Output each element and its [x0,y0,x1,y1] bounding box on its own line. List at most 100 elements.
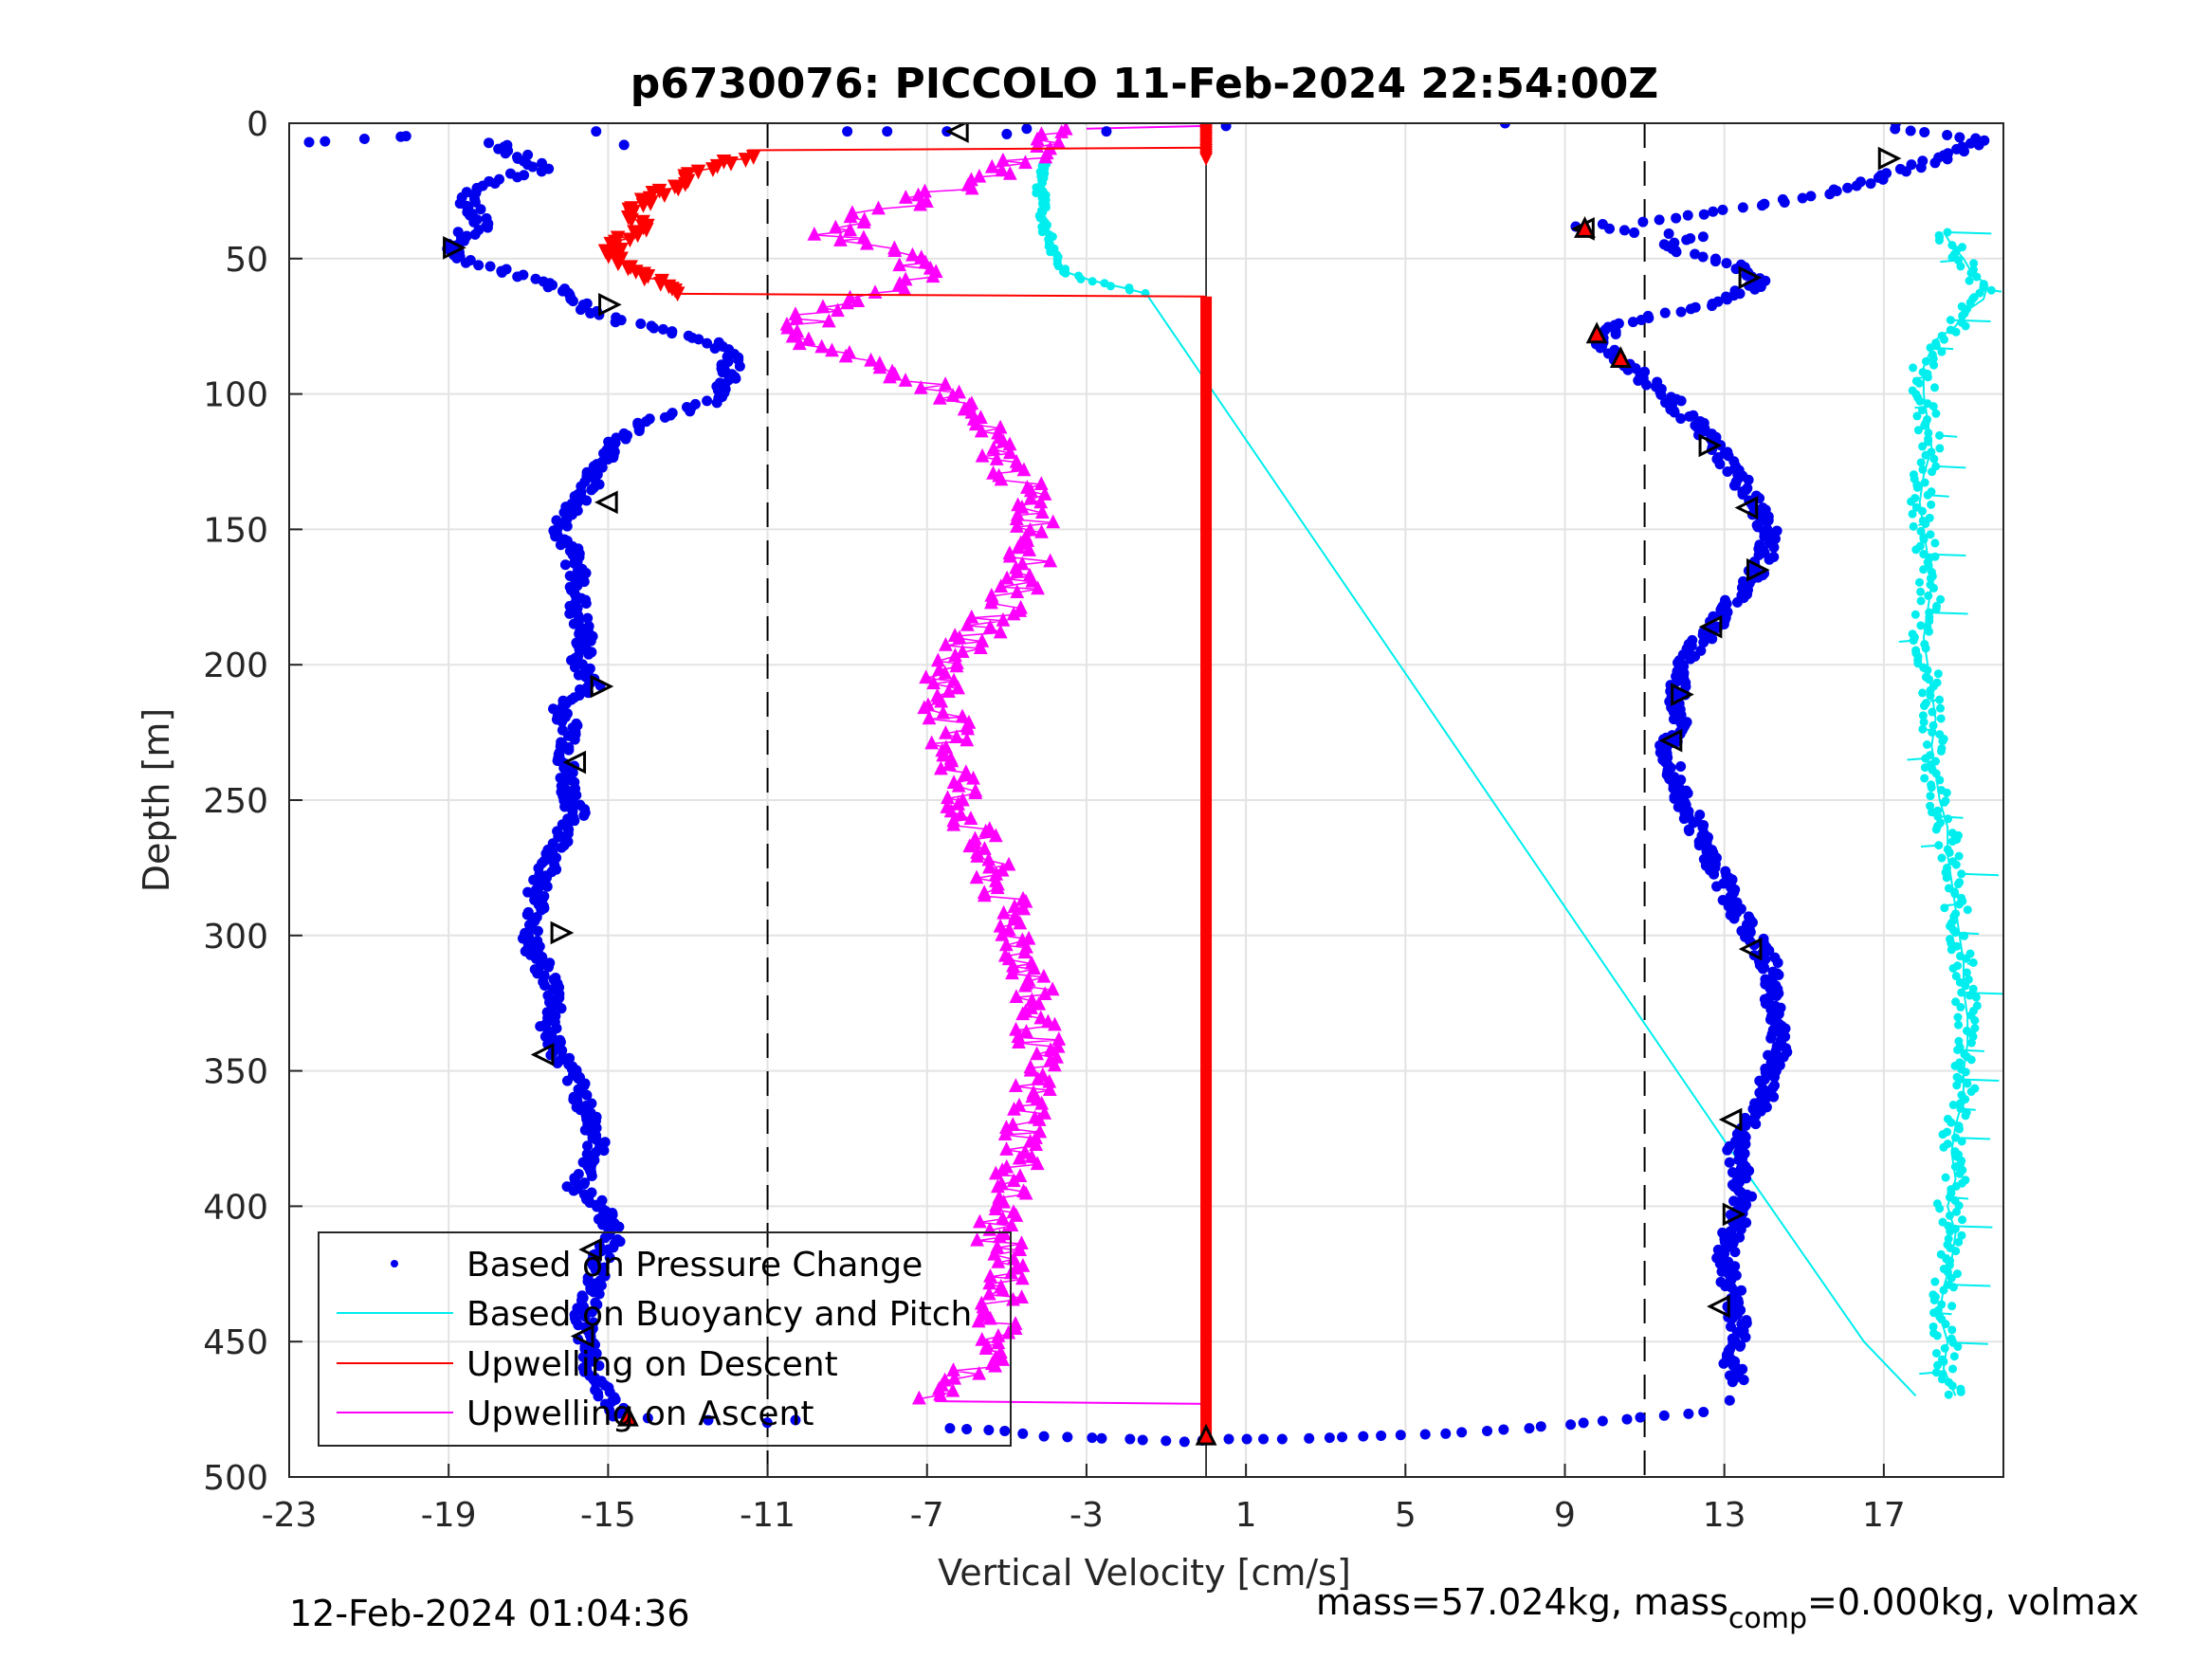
pressure-descent-point [475,204,486,215]
buoyancy-ascent-point [1911,545,1921,555]
pressure-descent-point [539,980,550,992]
pressure-bottom-point [1304,1432,1315,1444]
upwelling-ascent-marker [951,680,965,695]
buoyancy-ascent-point [1931,604,1941,613]
upwelling-ascent-marker [1034,504,1050,520]
upwelling-ascent-marker [815,299,831,314]
pressure-ascent-point [1779,196,1790,208]
pressure-ascent-point [1627,317,1638,328]
upwelling-ascent-marker [949,729,964,743]
buoyancy-ascent-point [1968,984,1978,994]
buoyancy-descent-point [1032,189,1041,198]
buoyancy-ascent-tick [1929,699,1940,702]
y-tick-label: 300 [203,918,268,957]
buoyancy-ascent-point [1953,1342,1963,1352]
upwelling-ascent-marker [984,158,999,173]
buoyancy-ascent-tick [1947,1225,1993,1229]
upwelling-ascent-marker [918,254,933,269]
buoyancy-ascent-point [1919,565,1929,574]
pressure-outlier-point [1001,128,1013,139]
pressure-ascent-point [1637,216,1649,228]
pressure-descent-point [556,842,567,853]
upwelling-ascent-marker [1037,486,1052,501]
pressure-bottom-point [1578,1417,1589,1429]
pressure-descent-point [579,1311,591,1322]
footer-mass-sub: comp [1728,1602,1808,1635]
pressure-bottom-point [1524,1423,1535,1434]
buoyancy-ascent-point [1930,538,1940,548]
upwelling-ascent-marker [955,708,970,723]
pressure-ascent-point [1757,963,1768,975]
pressure-bottom-point [1535,1421,1546,1432]
upwelling-ascent-marker [1031,580,1045,595]
pressure-ascent-point [1735,1224,1746,1235]
upwelling-ascent-marker [1010,563,1025,578]
upwelling-ascent-marker [970,1231,984,1247]
upwelling-ascent-marker [994,471,1009,486]
buoyancy-ascent-point [1917,506,1927,516]
upwelling-ascent-marker [968,785,983,800]
pressure-descent-point [536,166,547,177]
buoyancy-ascent-point [1910,610,1920,619]
upwelling-ascent-marker [1013,1168,1028,1183]
legend-swatch-pressure [391,1260,398,1267]
upwelling-ascent-marker [1004,1217,1019,1231]
pressure-descent-point [586,1171,597,1182]
pressure-descent-point [581,495,593,506]
upwelling-ascent-marker [825,342,839,357]
upwelling-ascent-marker [1017,944,1033,959]
buoyancy-descent-point [1061,268,1070,278]
upwelling-ascent-marker [807,227,822,241]
pressure-ascent-point [1675,306,1687,318]
buoyancy-ascent-point [1937,1375,1947,1384]
pressure-descent-point [473,260,484,271]
pressure-bottom-point [1597,1415,1608,1427]
pressure-descent-point [561,520,573,532]
buoyancy-ascent-tick [1919,1371,1937,1376]
upwelling-ascent-marker [997,1126,1013,1141]
upwelling-ascent-marker [1015,1006,1031,1021]
pressure-bottom-point [1635,1412,1646,1423]
pressure-descent-point [649,322,660,334]
pressure-ascent-point [1738,1375,1749,1386]
upwelling-ascent-marker [995,862,1010,877]
upwelling-ascent-marker [982,859,996,874]
pressure-ascent-point [1768,1091,1780,1103]
upwelling-ascent-marker [1013,915,1028,930]
buoyancy-ascent-point [1963,905,1972,915]
pressure-bottom-point [1223,1433,1234,1445]
buoyancy-ascent-tick [1935,465,1966,469]
upwelling-ascent-marker [1008,1321,1023,1336]
upwelling-ascent-marker [996,1210,1010,1225]
buoyancy-ascent-point [1956,262,1965,271]
upwelling-ascent-marker [1047,1057,1062,1072]
upwelling-ascent-marker [947,1370,962,1385]
upwelling-ascent-marker [952,384,966,399]
buoyancy-ascent-point [1949,1352,1959,1361]
upwelling-ascent-marker [917,700,932,715]
pressure-ascent-point [1722,465,1733,477]
open-triangle-marker [1707,1294,1730,1319]
buoyancy-ascent-tick [1943,902,1960,907]
buoyancy-ascent-point [1947,945,1956,955]
buoyancy-ascent-point [1952,1081,1962,1090]
upwelling-ascent-marker [1033,476,1049,490]
upwelling-ascent-marker [860,235,874,250]
upwelling-descent-marker [611,256,626,272]
upwelling-ascent-marker [996,904,1011,920]
pressure-ascent-point [1685,303,1696,315]
upwelling-descent-top-marker [1199,153,1213,166]
buoyancy-ascent-point [1948,963,1958,973]
buoyancy-ascent-tick [1955,931,1980,936]
upwelling-ascent-marker [856,214,871,228]
buoyancy-ascent-point [1921,356,1930,366]
pressure-outlier-point [395,131,407,142]
pressure-ascent-point [1727,1376,1738,1388]
pressure-descent-point [593,1391,604,1402]
open-triangle-marker [562,750,587,775]
pressure-descent-point [734,360,745,372]
buoyancy-ascent-tick [1947,231,1992,235]
pressure-descent-point [482,222,493,233]
buoyancy-ascent-point [1918,688,1928,698]
upwelling-ascent-marker [995,162,1010,177]
